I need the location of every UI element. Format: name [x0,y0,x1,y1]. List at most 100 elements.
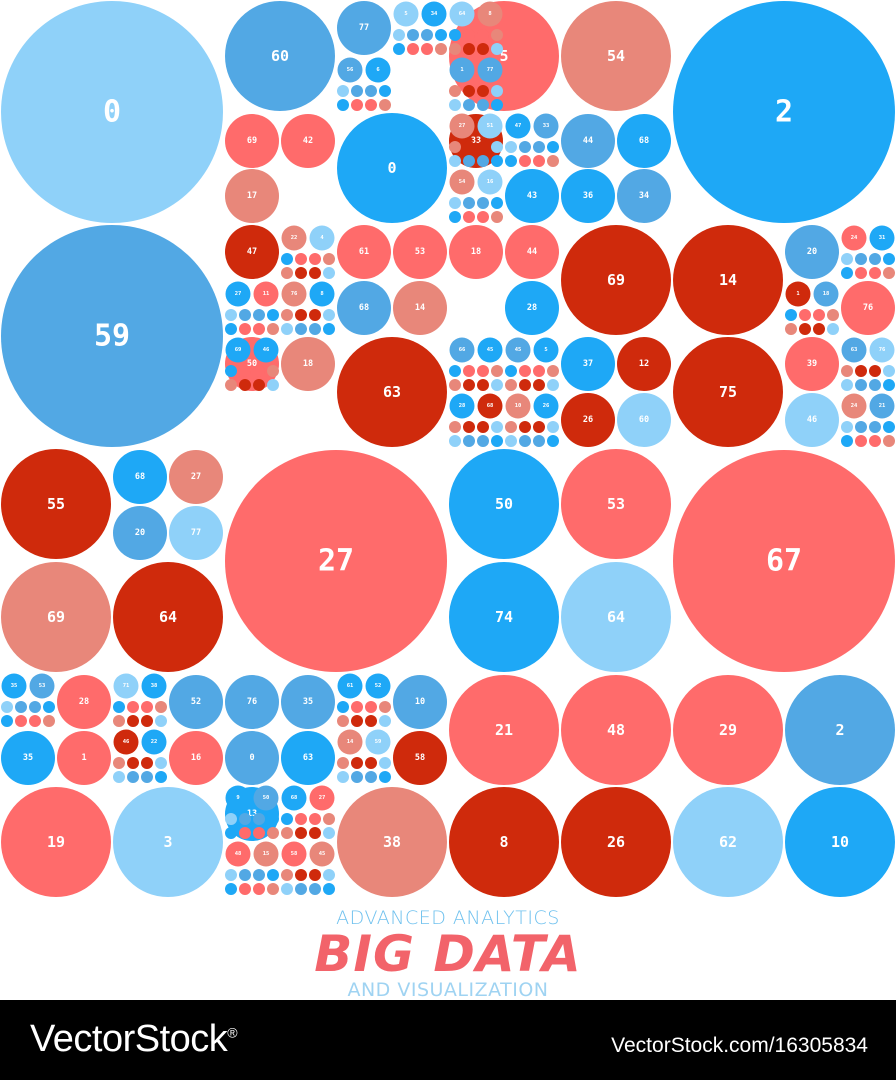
bubble-small: 17 [225,169,279,223]
bubble-micro [127,757,139,769]
bubble-tiny-circle [533,337,559,363]
bubble-small-circle [57,675,111,729]
bubble-micro-circle [281,309,293,321]
bubble-tiny-circle [869,337,895,363]
bubble-micro-circle [239,883,251,895]
bubble-large-circle [1,1,223,223]
bubble-tiny-label: 77 [487,67,494,73]
stock-id: VectorStock.com/16305834 [611,1034,868,1057]
bubble-micro-circle [267,379,279,391]
bubble-micro-circle [813,323,825,335]
bubble-micro-circle [337,757,349,769]
bubble-micro [505,141,517,153]
bubble-micro [295,267,307,279]
bubble-micro-circle [855,365,867,377]
bubble-micro [533,365,545,377]
bubble-small-circle [561,169,615,223]
bubble-small-label: 63 [303,753,313,763]
bubble-large-label: 59 [94,319,130,354]
bubble-small: 77 [337,1,391,55]
bubble-small: 10 [393,675,447,729]
bubble-tiny-circle [253,281,279,307]
bubble-micro [337,715,349,727]
bubble-tiny-label: 56 [347,67,354,73]
bubble-micro-circle [393,29,405,41]
bubble-medium-circle [561,449,671,559]
bubble-micro [785,309,797,321]
bubble-tiny: 46 [253,337,279,363]
bubble-micro-circle [869,421,881,433]
bubble-micro [295,883,307,895]
bubble-medium: 0 [337,113,447,223]
bubble-tiny-label: 8 [488,11,491,17]
bubble-micro-circle [477,99,489,111]
bubble-medium-label: 10 [831,833,849,851]
bubble-micro [127,715,139,727]
bubble-micro-circle [449,421,461,433]
bubble-micro [43,715,55,727]
bubble-small-label: 68 [639,136,649,146]
bubble-micro-circle [15,701,27,713]
bubble-micro [519,435,531,447]
bubble-micro-circle [281,253,293,265]
bubble-micro [239,827,251,839]
bubble-small: 26 [561,393,615,447]
bubble-medium: 69 [1,562,111,672]
bubble-small: 42 [281,114,335,168]
bubble-small-circle [617,114,671,168]
bubble-tiny-label: 11 [263,291,270,297]
bubble-small-label: 27 [191,472,201,482]
bubble-micro-circle [309,883,321,895]
bubble-micro-circle [477,435,489,447]
bubble-small-circle [393,281,447,335]
bubble-small-label: 1 [81,753,86,763]
bubble-small-circle [561,337,615,391]
bubble-micro [505,365,517,377]
bubble-micro [15,701,27,713]
bubble-micro [883,379,895,391]
bubble-micro-circle [491,421,503,433]
bubble-micro-circle [225,365,237,377]
bubble-medium: 2 [785,675,895,785]
bubble-tiny-label: 46 [263,347,270,353]
bubble-micro-circle [253,323,265,335]
bubble-medium-circle [337,337,447,447]
bubble-micro [477,85,489,97]
bubble-tiny-circle [337,57,363,83]
bubble-micro [267,309,279,321]
bubble-micro-circle [337,85,349,97]
bubble-tiny-circle [141,729,167,755]
bubble-tiny: 5 [533,337,559,363]
bubble-micro-circle [533,379,545,391]
bubble-micro-circle [477,365,489,377]
bubble-micro [491,211,503,223]
bubble-micro [365,757,377,769]
bubble-micro-circle [883,253,895,265]
bubble-tiny-label: 22 [151,739,158,745]
bubble-tiny-label: 9 [236,795,239,801]
bubble-small-circle [225,675,279,729]
bubble-micro [113,701,125,713]
bubble-micro [827,309,839,321]
bubble-micro [379,701,391,713]
bubble-tiny-label: 24 [851,235,858,241]
bubble-small: 47 [225,225,279,279]
bubble-small-circle [169,731,223,785]
bubble-micro [477,365,489,377]
bubble-micro-circle [491,211,503,223]
bubble-micro-circle [491,85,503,97]
bubble-tiny-label: 52 [375,683,382,689]
bubble-micro-circle [519,435,531,447]
bubble-micro [477,43,489,55]
bubble-medium-label: 53 [607,495,625,513]
bubble-micro-circle [379,99,391,111]
bubble-tiny-label: 76 [879,347,886,353]
bubble-micro-circle [113,771,125,783]
bubble-micro-circle [505,155,517,167]
bubble-tiny-label: 76 [291,291,298,297]
bubble-small-circle [57,731,111,785]
bubble-tiny-circle [29,673,55,699]
bubble-tiny-circle [309,225,335,251]
bubble-micro-circle [505,365,517,377]
